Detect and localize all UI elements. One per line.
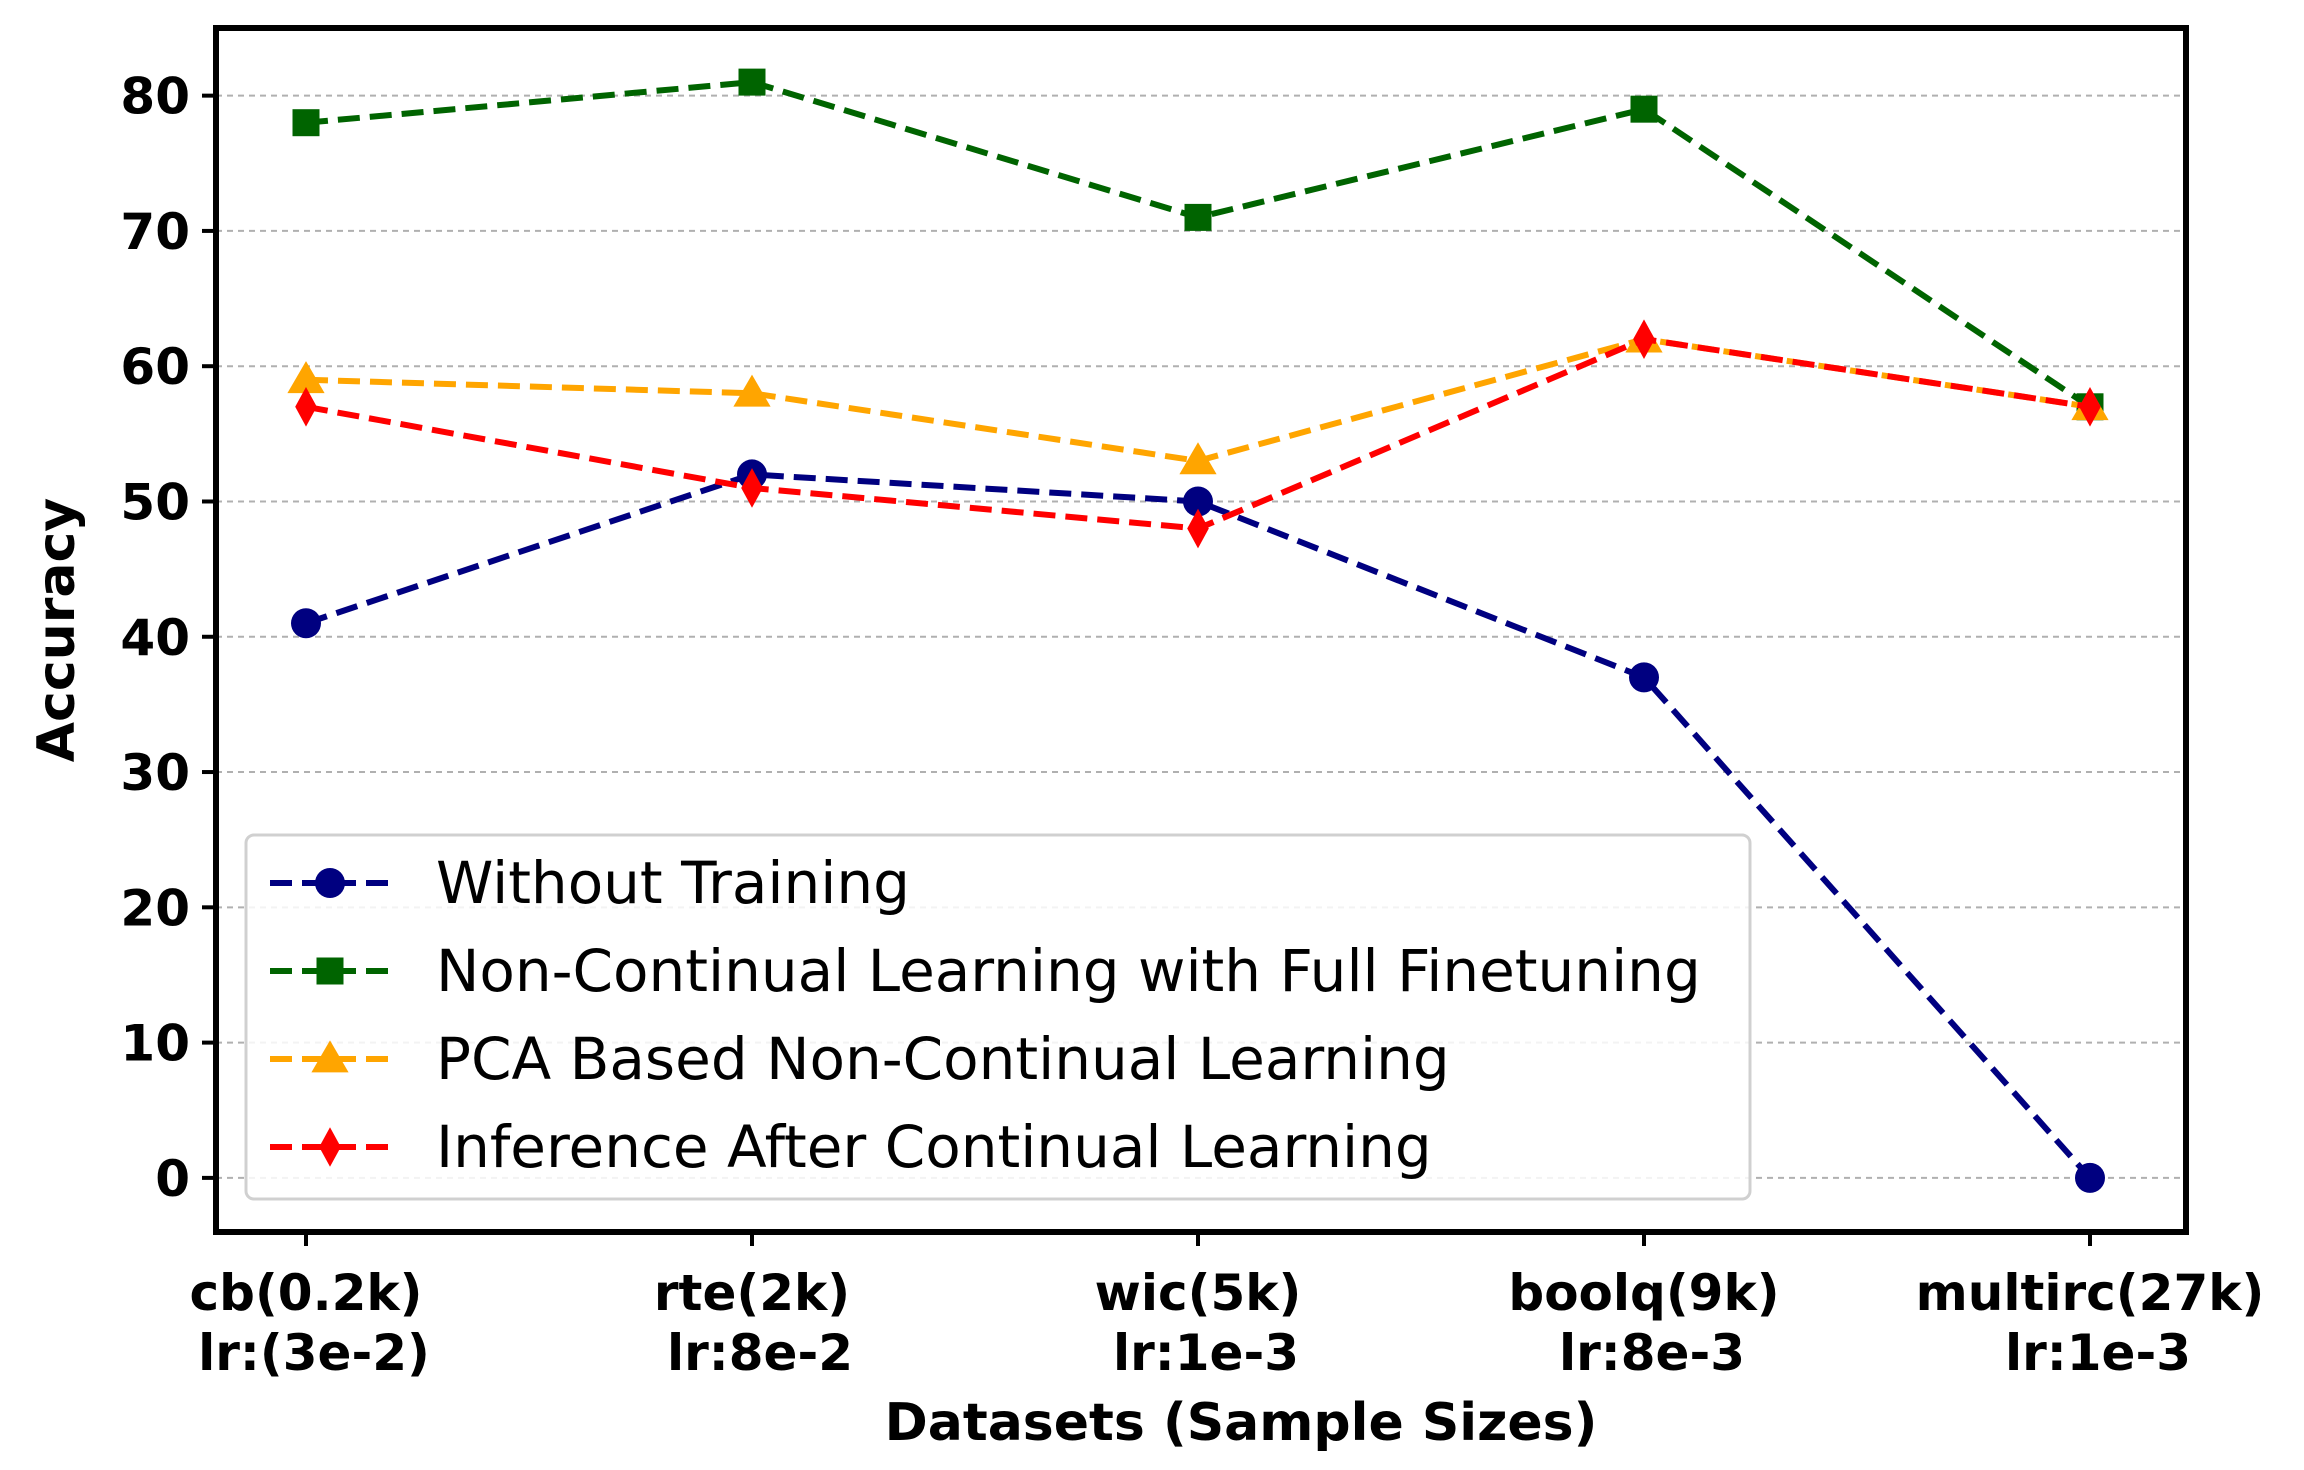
legend-label-2: PCA Based Non-Continual Learning <box>436 1025 1450 1093</box>
data-point-1-0 <box>292 109 320 137</box>
legend-box <box>244 833 1752 1201</box>
data-point-1-2 <box>1184 203 1212 231</box>
y-tick-label-20: 20 <box>120 879 190 937</box>
x-tick-sublabel-3: lr:8e-3 <box>1559 1324 1745 1382</box>
plot-frame <box>213 25 2189 1235</box>
legend-marker-2 <box>311 1040 349 1073</box>
data-point-2-0 <box>287 361 325 394</box>
y-tick-label-50: 50 <box>120 473 190 531</box>
axes: 0 10 20 30 40 50 60 70 80 cb(0.2k)lr:(3e-2) rte(2k… <box>120 68 2264 1382</box>
x-tick-label-2: wic(5k) <box>1095 1264 1302 1322</box>
data-point-1-1 <box>738 68 766 96</box>
data-point-0-3 <box>1629 662 1659 693</box>
x-tick-label-0: cb(0.2k) <box>190 1264 423 1322</box>
data-point-0-4 <box>2075 1162 2105 1193</box>
y-tick-label-60: 60 <box>120 338 190 396</box>
legend-item-3: Inference After Continual Learning <box>270 1113 1432 1181</box>
legend: Without Training Non-Continual Learning w… <box>244 833 1752 1201</box>
y-tick-label-40: 40 <box>120 609 190 667</box>
legend-label-0: Without Training <box>436 849 910 917</box>
legend-marker-1 <box>316 957 344 985</box>
legend-marker-3 <box>319 1127 341 1167</box>
x-tick-sublabel-2: lr:1e-3 <box>1113 1324 1299 1382</box>
x-tick-sublabel-4: lr:1e-3 <box>2005 1324 2191 1382</box>
x-tick-label-4: multirc(27k) <box>1916 1264 2265 1322</box>
data-point-3-0 <box>295 386 317 427</box>
data-point-3-2 <box>1187 508 1209 549</box>
data-point-0-0 <box>291 608 321 639</box>
data-point-3-4 <box>2079 386 2101 427</box>
x-tick-sublabel-1: lr:8e-2 <box>667 1324 853 1382</box>
data-point-3-3 <box>1633 319 1655 359</box>
legend-label-1: Non-Continual Learning with Full Finetun… <box>436 937 1701 1005</box>
legend-item-2: PCA Based Non-Continual Learning <box>270 1025 1450 1093</box>
legend-item-0: Without Training <box>270 849 910 917</box>
legend-label-3: Inference After Continual Learning <box>436 1113 1432 1181</box>
y-tick-label-30: 30 <box>120 744 190 802</box>
x-tick-label-1: rte(2k) <box>654 1264 850 1322</box>
data-point-0-2 <box>1183 486 1213 517</box>
legend-marker-0 <box>315 868 345 898</box>
series-lines <box>287 68 2109 1193</box>
y-axis-title: Accuracy <box>27 498 87 762</box>
x-axis-title: Datasets (Sample Sizes) <box>885 1393 1598 1453</box>
data-point-1-3 <box>1630 95 1658 123</box>
y-tick-label-80: 80 <box>120 68 190 126</box>
x-tick-label-3: boolq(9k) <box>1508 1264 1779 1322</box>
legend-item-1: Non-Continual Learning with Full Finetun… <box>270 937 1701 1005</box>
series-3 <box>295 319 2101 549</box>
y-tick-label-0: 0 <box>155 1150 190 1208</box>
data-point-3-1 <box>741 468 763 508</box>
y-tick-label-70: 70 <box>120 203 190 261</box>
data-point-2-1 <box>733 374 771 407</box>
x-tick-sublabel-0: lr:(3e-2) <box>198 1324 430 1382</box>
data-point-2-2 <box>1179 442 1217 475</box>
series-line-1 <box>305 79 2092 410</box>
y-tick-label-10: 10 <box>120 1015 190 1073</box>
